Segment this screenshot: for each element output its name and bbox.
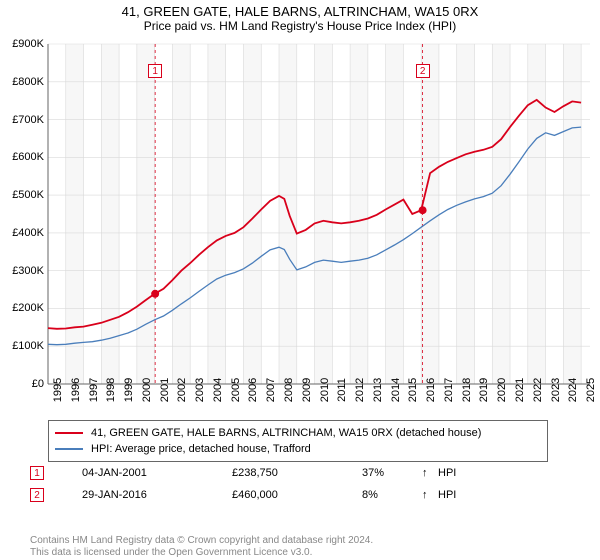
x-tick-label: 2018 [461, 378, 473, 402]
x-tick-label: 2014 [390, 378, 402, 402]
x-tick-label: 2012 [354, 378, 366, 402]
legend-swatch [55, 432, 83, 434]
legend-item: 41, GREEN GATE, HALE BARNS, ALTRINCHAM, … [55, 425, 541, 441]
y-tick-label: £600K [2, 151, 44, 163]
sale-hpi-label: HPI [438, 489, 468, 501]
x-tick-label: 2015 [407, 378, 419, 402]
legend-label: 41, GREEN GATE, HALE BARNS, ALTRINCHAM, … [91, 427, 481, 439]
x-tick-label: 1998 [105, 378, 117, 402]
x-tick-label: 2000 [141, 378, 153, 402]
x-tick-label: 2009 [301, 378, 313, 402]
legend: 41, GREEN GATE, HALE BARNS, ALTRINCHAM, … [48, 420, 548, 462]
sale-marker-box: 1 [30, 466, 44, 480]
x-tick-label: 2019 [478, 378, 490, 402]
x-tick-label: 1999 [123, 378, 135, 402]
footer-copyright: Contains HM Land Registry data © Crown c… [30, 535, 373, 546]
y-tick-label: £700K [2, 114, 44, 126]
x-tick-label: 2020 [496, 378, 508, 402]
x-tick-label: 2008 [283, 378, 295, 402]
x-tick-label: 2024 [567, 378, 579, 402]
sale-row: 1 04-JAN-2001£238,75037%↑HPI [30, 466, 585, 480]
y-tick-label: £0 [2, 378, 44, 390]
y-tick-label: £200K [2, 302, 44, 314]
x-tick-label: 2013 [372, 378, 384, 402]
y-tick-label: £300K [2, 265, 44, 277]
sale-date: 29-JAN-2016 [82, 489, 232, 501]
x-tick-label: 2002 [176, 378, 188, 402]
sale-marker-2: 2 [416, 64, 430, 78]
y-tick-label: £800K [2, 76, 44, 88]
y-tick-label: £500K [2, 189, 44, 201]
arrow-up-icon: ↑ [422, 467, 438, 479]
sale-price: £460,000 [232, 489, 362, 501]
sale-row: 2 29-JAN-2016£460,0008%↑HPI [30, 488, 585, 502]
sale-pct: 37% [362, 467, 422, 479]
x-tick-label: 2003 [194, 378, 206, 402]
x-tick-label: 2004 [212, 378, 224, 402]
x-tick-label: 2005 [230, 378, 242, 402]
x-tick-label: 2001 [159, 378, 171, 402]
sale-pct: 8% [362, 489, 422, 501]
footer-license: This data is licensed under the Open Gov… [30, 547, 312, 558]
x-tick-label: 2025 [585, 378, 597, 402]
sale-price: £238,750 [232, 467, 362, 479]
x-tick-label: 1995 [52, 378, 64, 402]
x-tick-label: 2022 [532, 378, 544, 402]
x-tick-label: 1996 [70, 378, 82, 402]
x-tick-label: 2017 [443, 378, 455, 402]
sale-marker-box: 2 [30, 488, 44, 502]
legend-swatch [55, 448, 83, 450]
x-tick-label: 2007 [265, 378, 277, 402]
x-tick-label: 2016 [425, 378, 437, 402]
x-tick-label: 1997 [88, 378, 100, 402]
x-tick-label: 2006 [247, 378, 259, 402]
arrow-up-icon: ↑ [422, 489, 438, 501]
x-tick-label: 2010 [319, 378, 331, 402]
x-tick-label: 2011 [336, 378, 348, 402]
sale-hpi-label: HPI [438, 467, 468, 479]
x-tick-label: 2023 [550, 378, 562, 402]
y-tick-label: £900K [2, 38, 44, 50]
legend-item: HPI: Average price, detached house, Traf… [55, 441, 541, 457]
legend-label: HPI: Average price, detached house, Traf… [91, 443, 311, 455]
sale-date: 04-JAN-2001 [82, 467, 232, 479]
y-tick-label: £400K [2, 227, 44, 239]
x-tick-label: 2021 [514, 378, 526, 402]
sale-marker-1: 1 [148, 64, 162, 78]
y-tick-label: £100K [2, 340, 44, 352]
